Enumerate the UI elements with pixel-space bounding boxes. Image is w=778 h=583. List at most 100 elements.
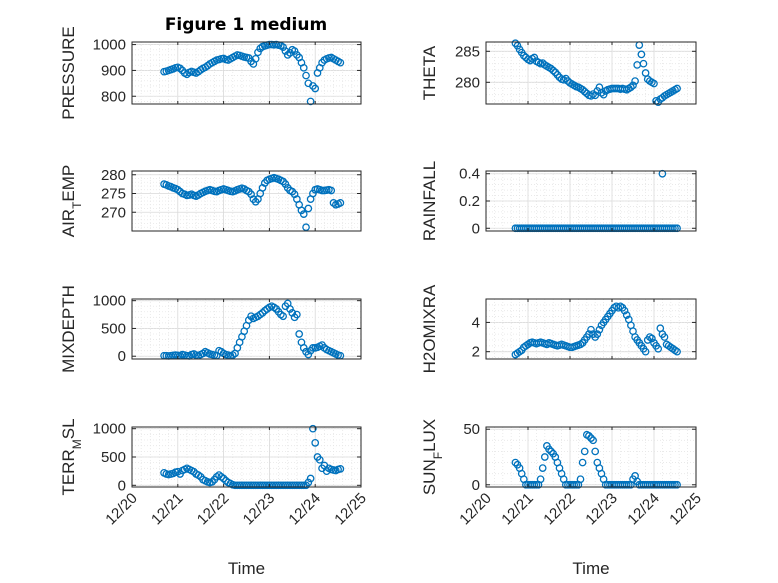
data-point bbox=[580, 87, 589, 96]
data-point bbox=[302, 71, 310, 80]
data-point bbox=[304, 204, 313, 213]
data-point bbox=[593, 87, 602, 95]
data-point bbox=[336, 58, 345, 67]
x-tick-label: 12/20 bbox=[102, 490, 141, 529]
data-point bbox=[306, 474, 315, 483]
y-axis-label: AIRTEMP bbox=[59, 165, 84, 238]
axes-box bbox=[131, 170, 362, 232]
data-point bbox=[547, 447, 555, 456]
y-axis-label: MIXDEPTH bbox=[59, 285, 78, 373]
y-tick-label: 900 bbox=[101, 62, 126, 79]
data-point bbox=[587, 325, 595, 334]
y-tick-label: 500 bbox=[101, 320, 126, 337]
data-point bbox=[306, 97, 315, 106]
data-point bbox=[208, 478, 216, 486]
data-point bbox=[299, 63, 308, 72]
data-point bbox=[585, 330, 593, 338]
data-point bbox=[288, 309, 297, 317]
plot-area bbox=[486, 427, 696, 487]
data-point bbox=[297, 206, 306, 215]
data-point bbox=[549, 66, 558, 75]
data-point bbox=[654, 344, 663, 353]
axes-box bbox=[485, 298, 697, 360]
y-tick-label: 1000 bbox=[93, 421, 126, 438]
data-point bbox=[173, 185, 182, 194]
data-point bbox=[660, 333, 669, 341]
data-point bbox=[587, 434, 595, 442]
data-point bbox=[576, 475, 585, 484]
data-point bbox=[627, 83, 635, 92]
data-point bbox=[327, 186, 336, 195]
data-point bbox=[631, 77, 639, 85]
y-axis-label: THETA bbox=[420, 45, 439, 100]
subplot-sun_flux: 0 50 12/20 12/21 12/22 12/23 12/24 12/25 SUNFLUX… bbox=[420, 419, 705, 578]
data-point bbox=[513, 41, 522, 50]
x-tick-label: 12/22 bbox=[540, 490, 579, 529]
data-point bbox=[540, 453, 549, 461]
data-point bbox=[309, 189, 317, 198]
data-point bbox=[251, 54, 260, 63]
data-point bbox=[290, 47, 299, 55]
data-point bbox=[511, 458, 520, 467]
x-tick-label: 12/21 bbox=[148, 490, 187, 529]
data-point bbox=[622, 311, 631, 319]
subplot-mixdepth: 0 500 1000 MIXDEPTH bbox=[59, 285, 362, 373]
data-point bbox=[304, 478, 313, 487]
y-axis-label: H2OMIXRA bbox=[420, 284, 439, 373]
data-point bbox=[295, 330, 304, 338]
subplot-h2omixra: 2 4 H2OMIXRA bbox=[420, 284, 697, 373]
data-point bbox=[299, 210, 308, 218]
data-point bbox=[589, 436, 597, 445]
data-point bbox=[244, 316, 253, 324]
data-point bbox=[587, 92, 595, 100]
data-point bbox=[530, 53, 539, 62]
data-point bbox=[311, 84, 320, 93]
data-point bbox=[279, 312, 287, 321]
data-point bbox=[620, 306, 629, 315]
y-tick-label: 800 bbox=[101, 88, 126, 105]
subplot-theta: 280 285 THETA bbox=[420, 39, 697, 106]
data-point bbox=[258, 309, 267, 317]
data-point bbox=[591, 91, 600, 100]
data-point bbox=[283, 51, 292, 59]
y-tick-label: 275 bbox=[101, 186, 126, 203]
data-point bbox=[311, 438, 320, 447]
y-tick-label: 0 bbox=[472, 220, 480, 237]
data-point bbox=[519, 51, 528, 60]
subplot-rainfall: 0 0.2 0.4 RAINFALL bbox=[420, 161, 697, 241]
y-tick-label: 280 bbox=[101, 167, 126, 184]
y-tick-label: 270 bbox=[101, 204, 126, 221]
data-point bbox=[639, 59, 648, 68]
subplot-pressure: 800 900 1000 PRESSURE bbox=[59, 26, 362, 120]
x-tick-label: 12/25 bbox=[331, 490, 370, 529]
data-point bbox=[302, 223, 310, 232]
y-tick-label: 0 bbox=[472, 477, 480, 494]
data-point bbox=[538, 464, 547, 472]
axes-box bbox=[485, 41, 697, 105]
data-point bbox=[673, 347, 681, 356]
data-point bbox=[286, 305, 294, 313]
data-point bbox=[309, 424, 317, 433]
data-point bbox=[673, 480, 681, 489]
data-point bbox=[591, 447, 600, 456]
data-point bbox=[585, 432, 593, 440]
data-point bbox=[629, 81, 637, 90]
axes-box bbox=[131, 298, 362, 360]
y-axis-label: PRESSURE bbox=[59, 26, 78, 120]
data-point bbox=[315, 455, 324, 464]
x-tick-label: 12/20 bbox=[456, 490, 495, 529]
x-tick-label: 12/22 bbox=[194, 490, 233, 529]
data-point bbox=[336, 465, 345, 473]
data-point bbox=[173, 467, 182, 476]
data-point bbox=[176, 64, 184, 73]
x-tick-label: 12/24 bbox=[624, 490, 663, 529]
x-tick-label: 12/24 bbox=[285, 490, 324, 529]
data-point bbox=[637, 50, 646, 59]
data-point bbox=[547, 64, 555, 73]
data-point bbox=[580, 447, 589, 456]
data-point bbox=[281, 47, 290, 55]
data-point bbox=[641, 347, 650, 356]
y-tick-label: 50 bbox=[463, 421, 480, 438]
data-point bbox=[673, 84, 681, 93]
